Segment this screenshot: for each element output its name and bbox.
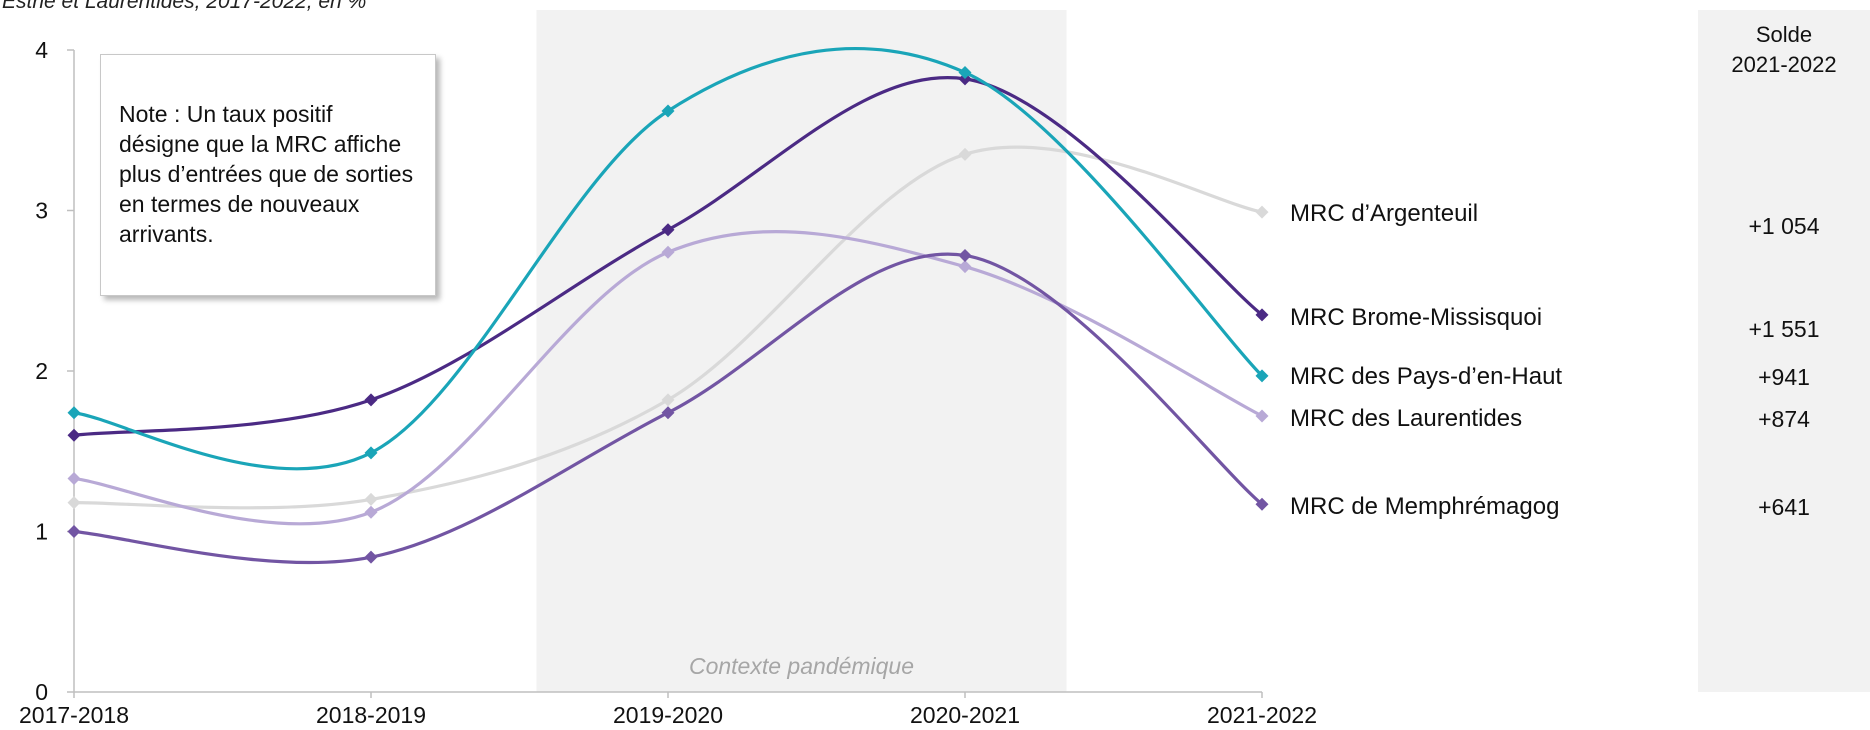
series-point <box>364 492 378 506</box>
pandemic-shading <box>536 10 1067 692</box>
solde-panel: Solde 2021-2022 +1 054 +1 551 +941 +874 … <box>1698 10 1870 692</box>
series-point <box>958 248 972 262</box>
series-point <box>1255 205 1269 219</box>
x-tick-label: 2018-2019 <box>316 702 426 728</box>
y-tick-label: 4 <box>35 37 48 63</box>
y-tick-label: 0 <box>35 679 48 705</box>
x-tick-label: 2019-2020 <box>613 702 723 728</box>
x-tick-label: 2021-2022 <box>1207 702 1317 728</box>
series-point <box>661 223 675 237</box>
note-text: Note : Un taux positif désigne que la MR… <box>119 101 414 247</box>
series-point <box>67 406 81 420</box>
solde-header-line1: Solde <box>1755 22 1813 47</box>
series-line <box>73 145 1263 510</box>
series-point <box>661 245 675 259</box>
solde-value: +1 551 <box>1748 316 1820 342</box>
series-point <box>364 550 378 564</box>
solde-header-line2: 2021-2022 <box>1731 52 1837 77</box>
series-point <box>67 525 81 538</box>
series-label: MRC des Laurentides <box>1290 405 1523 432</box>
series-line <box>73 76 1263 437</box>
series-label: MRC des Pays-d’en-Haut <box>1290 363 1563 390</box>
solde-value: +641 <box>1758 494 1810 520</box>
series-line <box>73 252 1264 565</box>
y-tick-label: 3 <box>35 198 48 224</box>
series-point <box>67 428 81 442</box>
series-point <box>364 446 378 460</box>
x-tick-label: 2017-2018 <box>19 702 129 728</box>
series-point <box>1255 308 1269 322</box>
series-point <box>958 260 972 274</box>
series-point <box>661 393 675 407</box>
shading-label: Contexte pandémique <box>689 653 914 679</box>
solde-value: +941 <box>1758 364 1810 390</box>
series-point <box>661 104 675 118</box>
series-point <box>1255 409 1269 423</box>
y-tick-label: 2 <box>35 358 48 384</box>
series-point <box>958 147 972 161</box>
series-point <box>1255 497 1269 511</box>
chart-subtitle: Estrie et Laurentides, 2017-2022, en % <box>2 0 367 13</box>
y-tick-label: 1 <box>35 519 48 545</box>
solde-header: Solde 2021-2022 <box>1698 20 1870 80</box>
series-label: MRC Brome-Missisquoi <box>1290 304 1543 331</box>
solde-value: +1 054 <box>1748 213 1820 239</box>
series-point <box>364 505 378 519</box>
series-point <box>364 393 378 407</box>
note-box: Note : Un taux positif désigne que la MR… <box>100 54 436 296</box>
series-label: MRC de Memphrémagog <box>1290 493 1560 520</box>
series-point <box>958 65 972 79</box>
series-point <box>67 472 81 486</box>
series-label: MRC d’Argenteuil <box>1290 200 1479 227</box>
x-tick-label: 2020-2021 <box>910 702 1020 728</box>
series-point <box>67 496 81 510</box>
solde-value: +874 <box>1758 406 1810 432</box>
series-point <box>1255 369 1269 383</box>
series-point <box>661 406 675 420</box>
